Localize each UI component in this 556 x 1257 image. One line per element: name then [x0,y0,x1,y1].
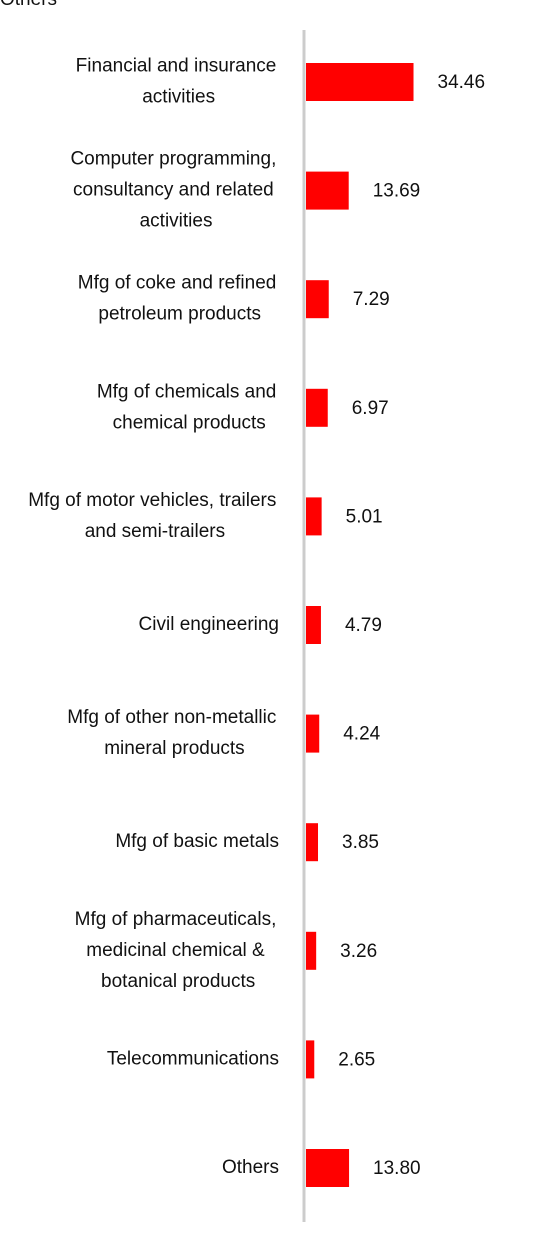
category-label: Mfg of motor vehicles, trailers and semi… [28,490,281,542]
bar [306,280,329,319]
category-label: Mfg of basic metals [115,831,279,852]
value-label: 13.69 [373,181,421,202]
value-label: 7.29 [353,289,390,310]
value-label: 2.65 [338,1049,375,1070]
bar [306,388,328,427]
category-label: Financial and insurance activities [76,56,282,108]
value-label: 3.26 [340,941,377,962]
category-label: Others [222,1157,279,1178]
category-label: Mfg of pharmaceuticals, medicinal chemic… [75,909,282,992]
category-label: Telecommunications [107,1048,279,1069]
value-label: 3.85 [342,832,379,853]
bar [306,931,317,970]
bar [306,171,349,210]
bar [306,1040,315,1079]
bar [306,1149,350,1187]
category-label: Mfg of coke and refined petroleum produc… [78,273,282,325]
value-label: 4.79 [345,615,382,636]
bar [306,714,320,753]
value-label: 5.01 [346,506,383,527]
svg-text:Others: Others [0,0,57,10]
category-label: Mfg of other non-metallic mineral produc… [67,707,281,759]
bar [306,497,322,536]
bar [306,606,321,644]
category-label: Civil engineering [139,614,279,635]
category-label: Computer programming, consultancy and re… [70,149,281,232]
value-label: 34.46 [438,72,486,93]
bar [306,823,319,862]
bar [306,63,414,101]
value-label: 13.80 [373,1158,421,1179]
value-label: 6.97 [352,398,389,419]
value-label: 4.24 [343,724,380,745]
category-label: Mfg of chemicals and chemical products [97,381,282,433]
